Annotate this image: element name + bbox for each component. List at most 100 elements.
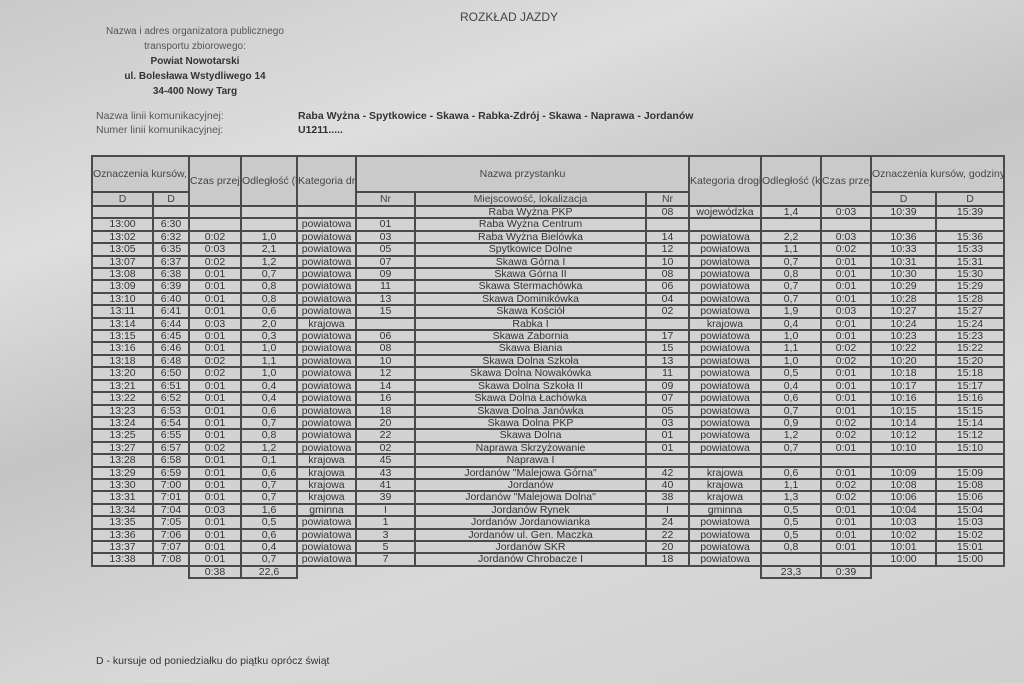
- stop-nr: 10: [355, 353, 417, 369]
- road-category-return: wojewódzka: [688, 204, 763, 220]
- dep-time-2: 6:55: [151, 428, 191, 443]
- stop-nr-return: 42: [645, 465, 691, 480]
- dep-time-return-1: 10:15: [870, 403, 938, 418]
- distance-return: 0,4: [760, 378, 823, 394]
- empty-cell: [871, 566, 936, 578]
- travel-time: 0:01: [188, 291, 243, 307]
- stop-nr-return: 01: [645, 440, 691, 456]
- stop-name: Jordanów Rynek: [414, 502, 648, 518]
- header-nr-right: Nr: [645, 191, 691, 207]
- road-category: powiatowa: [296, 527, 358, 543]
- travel-time-return: 0:01: [820, 366, 873, 381]
- distance-return: 0,9: [760, 415, 823, 431]
- organizer-block: Nazwa i adres organizatora publicznego t…: [95, 24, 295, 99]
- dep-time-return-1: 10:31: [870, 254, 938, 270]
- dep-time-2: 6:54: [151, 415, 191, 431]
- road-category-return: gminna: [688, 502, 763, 518]
- travel-time: 0:02: [188, 229, 243, 245]
- road-category-return: powiatowa: [688, 378, 763, 394]
- header-distance-right: Odległość (km): [760, 155, 823, 207]
- stop-nr: 08: [355, 341, 417, 356]
- road-category: powiatowa: [296, 329, 358, 344]
- dep-time-2: 6:50: [151, 366, 191, 381]
- empty-cell: [297, 566, 356, 578]
- table-row: 13:29 6:59 0:01 0,6 krajowa 43 Jordanów "Malej…: [91, 465, 1006, 480]
- dep-time-1: 13:21: [91, 378, 154, 394]
- header-distance-left: Odległość (km): [240, 155, 299, 207]
- stop-nr: 7: [355, 552, 417, 567]
- dep-time-1: 13:20: [91, 366, 154, 381]
- dep-time-return-2: 15:17: [935, 378, 1006, 394]
- dep-time-1: 13:09: [91, 279, 154, 294]
- dep-time-1: 13:27: [91, 440, 154, 456]
- dep-time-return-2: 15:18: [935, 366, 1006, 381]
- table-row: 13:22 6:52 0:01 0,4 powiatowa 16 Skawa Dolna Ł…: [91, 391, 1006, 406]
- stop-nr-return: 22: [645, 527, 691, 543]
- table-row: 13:23 6:53 0:01 0,6 powiatowa 18 Skawa Dolna J…: [91, 403, 1006, 418]
- road-category: powiatowa: [296, 341, 358, 356]
- distance: 0,7: [240, 415, 299, 431]
- stop-name: Jordanów SKR: [414, 539, 648, 555]
- table-row: 13:35 7:05 0:01 0,5 powiatowa 1 Jordanów Jorda…: [91, 515, 1006, 530]
- header-nr-left: Nr: [355, 191, 417, 207]
- travel-time: 0:01: [188, 527, 243, 543]
- travel-time: 0:01: [188, 477, 243, 493]
- distance-return: 0,8: [760, 539, 823, 555]
- table-row: 13:10 6:40 0:01 0,8 powiatowa 13 Skawa Dominik…: [91, 291, 1006, 307]
- stop-nr: 3: [355, 527, 417, 543]
- stop-nr-return: 17: [645, 329, 691, 344]
- distance: 1,6: [240, 502, 299, 518]
- distance: 0,7: [240, 266, 299, 282]
- dep-time-return-2: 15:31: [935, 254, 1006, 270]
- distance-return: 1,1: [760, 242, 823, 257]
- distance: 0,6: [240, 465, 299, 480]
- dep-time-1: 13:18: [91, 353, 154, 369]
- line-name-value: Raba Wyżna - Spytkowice - Skawa - Rabka-…: [298, 110, 694, 122]
- distance-return: 0,6: [760, 465, 823, 480]
- table-row: 13:31 7:01 0:01 0,7 krajowa 39 Jordanów "Malej…: [91, 490, 1006, 505]
- travel-time-return: 0:02: [820, 341, 873, 356]
- dep-time-2: 6:59: [151, 465, 191, 480]
- stop-name: Naprawa Skrzyżowanie: [414, 440, 648, 456]
- dep-time-return-2: [935, 217, 1006, 232]
- distance: 0,7: [240, 490, 299, 505]
- dep-time-return-2: 15:08: [935, 477, 1006, 493]
- travel-time: 0:02: [188, 353, 243, 369]
- dep-time-1: [91, 204, 154, 220]
- dep-time-2: 6:48: [151, 353, 191, 369]
- distance-return: 0,7: [760, 291, 823, 307]
- travel-time-return: 0:01: [820, 279, 873, 294]
- dep-time-2: 7:00: [151, 477, 191, 493]
- stop-name: Jordanów ul. Gen. Maczka: [414, 527, 648, 543]
- travel-time: 0:01: [188, 415, 243, 431]
- road-category: powiatowa: [296, 353, 358, 369]
- table-row: 13:28 6:58 0:01 0,1 krajowa 45 Naprawa I: [91, 453, 1006, 468]
- header-category-left: Kategoria drogi: [296, 155, 358, 207]
- total-time-left: 0:38: [188, 564, 243, 580]
- road-category: krajowa: [296, 316, 358, 332]
- footnote: D - kursuje od poniedziałku do piątku op…: [96, 655, 330, 667]
- distance-return: 0,7: [760, 403, 823, 418]
- stop-name: Jordanów: [414, 477, 648, 493]
- dep-time-return-1: 10:27: [870, 304, 938, 319]
- dep-time-2: 7:04: [151, 502, 191, 518]
- road-category: powiatowa: [296, 229, 358, 245]
- distance-return: 1,1: [760, 477, 823, 493]
- road-category: powiatowa: [296, 428, 358, 443]
- dep-time-return-1: 10:08: [870, 477, 938, 493]
- table-row: 13:08 6:38 0:01 0,7 powiatowa 09 Skawa Górna I…: [91, 266, 1006, 282]
- dep-time-2: 6:53: [151, 403, 191, 418]
- road-category: powiatowa: [296, 254, 358, 270]
- stop-nr-return: 03: [645, 415, 691, 431]
- dep-time-return-1: 10:24: [870, 316, 938, 332]
- header-category-right: Kategoria drogi: [688, 155, 763, 207]
- dep-time-1: 13:35: [91, 515, 154, 530]
- travel-time-return: 0:02: [820, 428, 873, 443]
- dep-time-return-2: 15:27: [935, 304, 1006, 319]
- header-stop-name: Nazwa przystanku: [355, 155, 691, 193]
- dep-time-return-1: 10:18: [870, 366, 938, 381]
- travel-time: 0:03: [188, 502, 243, 518]
- distance-return: 0,5: [760, 366, 823, 381]
- dep-time-1: 13:29: [91, 465, 154, 480]
